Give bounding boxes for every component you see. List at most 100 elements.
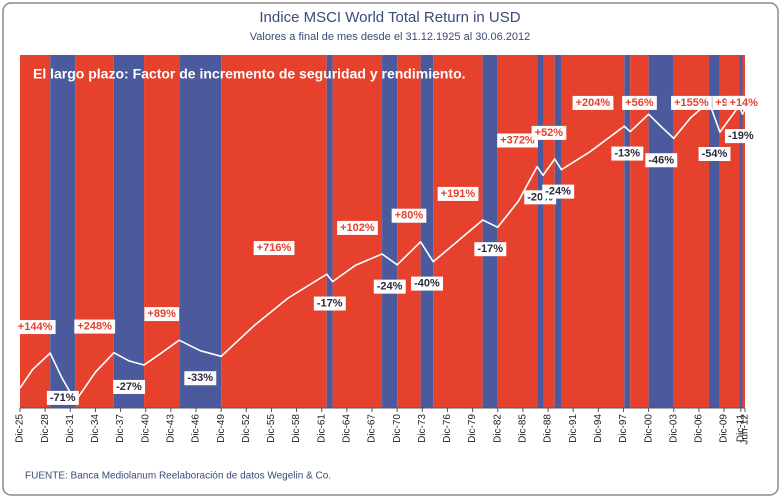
period-band	[719, 55, 740, 408]
x-tick-label: Dic-58	[291, 414, 302, 443]
period-label-box	[253, 241, 295, 256]
x-tick-label: Dic-37	[115, 414, 126, 443]
index-line	[19, 101, 746, 403]
x-tick-label: Dic-55	[266, 414, 277, 443]
source-note: FUENTE: Banca Mediolanum Reelaboración d…	[25, 471, 331, 482]
x-tick-label: Dic-31	[65, 414, 76, 443]
period-band	[561, 55, 625, 408]
x-tick-label: Dic-79	[467, 414, 478, 443]
period-label: -19%	[724, 129, 757, 144]
period-label: -40%	[411, 276, 443, 291]
period-label: -17%	[474, 242, 507, 257]
period-label: +716%	[253, 241, 295, 256]
period-band	[20, 55, 51, 408]
period-label-text: -17%	[477, 243, 503, 255]
period-label: -27%	[113, 379, 146, 394]
period-label-box	[698, 147, 731, 162]
x-tick-label: Dic-85	[518, 414, 529, 443]
period-label-text: +144%	[18, 321, 53, 333]
period-label: +155%	[671, 95, 712, 110]
x-tick-label: Dic-91	[568, 414, 579, 443]
period-label-text: -33%	[187, 372, 213, 384]
period-label-text: +248%	[77, 321, 112, 333]
x-tick-label: Dic-25	[15, 414, 26, 443]
period-band	[624, 55, 631, 408]
period-band	[554, 55, 562, 408]
period-label-box	[14, 320, 56, 335]
plot-area: +144% -71% +248% -27% +89% -33% +716% -17% +102%…	[15, 55, 762, 445]
period-label-box	[46, 390, 79, 405]
period-label-text: +89%	[147, 308, 176, 320]
period-label: +52%	[531, 125, 567, 140]
period-band	[50, 55, 76, 408]
period-label-box	[437, 186, 479, 201]
period-label-box	[622, 95, 657, 110]
x-tick-label: Dic-88	[543, 414, 554, 443]
period-band	[708, 55, 720, 408]
period-label-box	[531, 125, 567, 140]
period-label-text: -27%	[116, 381, 142, 393]
x-tick-label: Dic-61	[316, 414, 327, 443]
period-band	[75, 55, 114, 408]
period-label-box	[391, 208, 427, 223]
period-band	[482, 55, 498, 408]
x-tick-label: Dic-67	[367, 414, 378, 443]
period-band	[420, 55, 434, 408]
period-label-box	[411, 276, 443, 291]
period-label-text: +716%	[257, 242, 292, 254]
period-label: +144%	[14, 320, 56, 335]
period-band	[537, 55, 544, 408]
period-band	[497, 55, 538, 408]
period-label-text: +56%	[625, 97, 654, 109]
x-tick-label: Dic-97	[618, 414, 629, 443]
period-label-text: -17%	[317, 298, 343, 310]
x-tick-label: Dic-34	[90, 414, 101, 443]
period-band	[543, 55, 555, 408]
period-label: -24%	[542, 184, 575, 199]
period-label-text: +80%	[395, 210, 424, 222]
x-tick-label: Dic-09	[719, 414, 730, 443]
period-band	[221, 55, 327, 408]
x-tick-label: Dic-82	[492, 414, 503, 443]
x-tick-label: Dic-76	[442, 414, 453, 443]
period-label: -46%	[645, 153, 678, 168]
period-label-box	[671, 95, 712, 110]
period-label: +204%	[572, 95, 614, 110]
period-label-box	[726, 95, 762, 110]
period-label-text: +191%	[441, 188, 476, 200]
period-label-box	[144, 307, 180, 322]
period-label: -24%	[373, 279, 406, 294]
period-label-box	[184, 371, 217, 386]
x-tick-label: Jun-12	[740, 414, 751, 445]
period-label: +248%	[74, 319, 116, 334]
period-label-box	[572, 95, 614, 110]
headline: El largo plazo: Factor de incremento de …	[33, 66, 466, 82]
period-label: +56%	[622, 95, 657, 110]
period-label-box	[611, 146, 644, 161]
period-band	[673, 55, 709, 408]
period-label: +89%	[144, 307, 180, 322]
period-label: +191%	[437, 186, 479, 201]
period-label-box	[313, 296, 346, 311]
x-tick-label: Dic-28	[40, 414, 51, 443]
chart-subtitle: Valores a final de mes desde el 31.12.19…	[250, 31, 531, 43]
period-label-box	[724, 129, 757, 144]
period-band	[144, 55, 180, 408]
period-label-text: +14%	[730, 97, 759, 109]
period-label-box	[337, 220, 378, 235]
period-label: +14%	[726, 95, 762, 110]
period-label: -17%	[313, 296, 346, 311]
x-tick-label: Dic-94	[593, 414, 604, 443]
period-band	[382, 55, 398, 408]
period-label-box	[542, 184, 575, 199]
period-band	[739, 55, 743, 408]
x-tick-label: Dic-70	[392, 414, 403, 443]
period-label-box	[74, 319, 116, 334]
x-tick-label: Dic-43	[166, 414, 177, 443]
period-label: -33%	[184, 371, 217, 386]
period-label-text: +204%	[576, 97, 611, 109]
period-label: -71%	[46, 390, 79, 405]
period-band	[179, 55, 222, 408]
period-label-text: -19%	[728, 130, 754, 142]
